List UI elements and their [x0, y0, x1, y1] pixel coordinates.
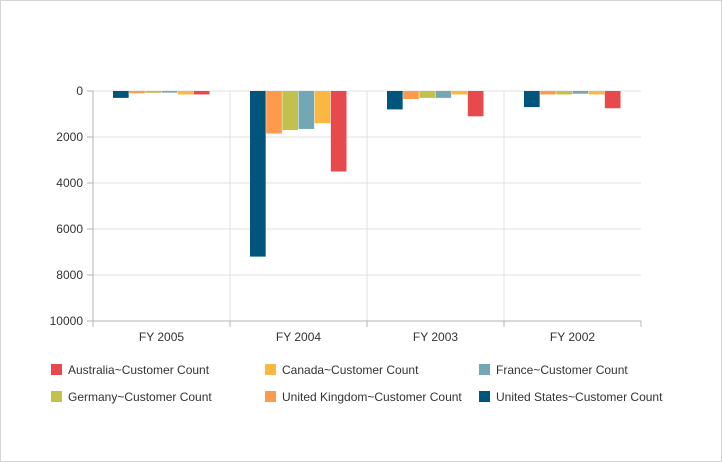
legend-swatch[interactable] [479, 391, 490, 402]
bar[interactable] [161, 91, 178, 93]
tick-labels: 0 2000 4000 6000 8000 10000 FY 2005 FY 2004 FY 2… [50, 84, 596, 344]
bar[interactable] [314, 91, 331, 124]
legend-swatch[interactable] [51, 391, 62, 402]
legend-label[interactable]: Australia~Customer Count [68, 363, 210, 377]
bar[interactable] [330, 91, 347, 172]
y-tick-label: 10000 [50, 314, 84, 328]
bar[interactable] [193, 91, 210, 95]
x-tick-label: FY 2003 [413, 330, 458, 344]
x-tick-label: FY 2002 [550, 330, 595, 344]
legend-label[interactable]: United Kingdom~Customer Count [282, 390, 462, 404]
bar[interactable] [604, 91, 621, 109]
bar[interactable] [177, 91, 194, 95]
x-tick-label: FY 2004 [276, 330, 321, 344]
bar[interactable] [451, 91, 468, 95]
y-tick-label: 0 [76, 84, 83, 98]
legend-label[interactable]: France~Customer Count [496, 363, 628, 377]
bar[interactable] [556, 91, 572, 95]
bar[interactable] [250, 91, 266, 257]
bar[interactable] [129, 91, 145, 94]
bar[interactable] [467, 91, 484, 117]
bar[interactable] [419, 91, 435, 98]
axes [87, 90, 642, 327]
bar[interactable] [540, 91, 556, 95]
legend-label[interactable]: United States~Customer Count [496, 390, 663, 404]
bar[interactable] [145, 91, 161, 93]
bar-series [113, 91, 621, 257]
legend-swatch[interactable] [51, 364, 62, 375]
bar[interactable] [524, 91, 540, 108]
legend-swatch[interactable] [265, 364, 276, 375]
bar[interactable] [298, 91, 315, 129]
legend-label[interactable]: Canada~Customer Count [282, 363, 419, 377]
y-tick-label: 2000 [56, 130, 83, 144]
y-tick-label: 4000 [56, 176, 83, 190]
bar[interactable] [282, 91, 298, 131]
legend-swatch[interactable] [265, 391, 276, 402]
y-tick-label: 6000 [56, 222, 83, 236]
bar[interactable] [266, 91, 282, 134]
legend[interactable]: Australia~Customer Count Canada~Customer … [51, 363, 663, 404]
x-tick-label: FY 2005 [139, 330, 184, 344]
bar[interactable] [403, 91, 419, 100]
gridlines [93, 90, 641, 322]
legend-label[interactable]: Germany~Customer Count [68, 390, 212, 404]
legend-swatch[interactable] [479, 364, 490, 375]
bar[interactable] [113, 91, 129, 98]
bar[interactable] [588, 91, 605, 95]
y-tick-label: 8000 [56, 268, 83, 282]
bar[interactable] [387, 91, 403, 110]
bar[interactable] [572, 91, 589, 94]
bar[interactable] [435, 91, 452, 98]
